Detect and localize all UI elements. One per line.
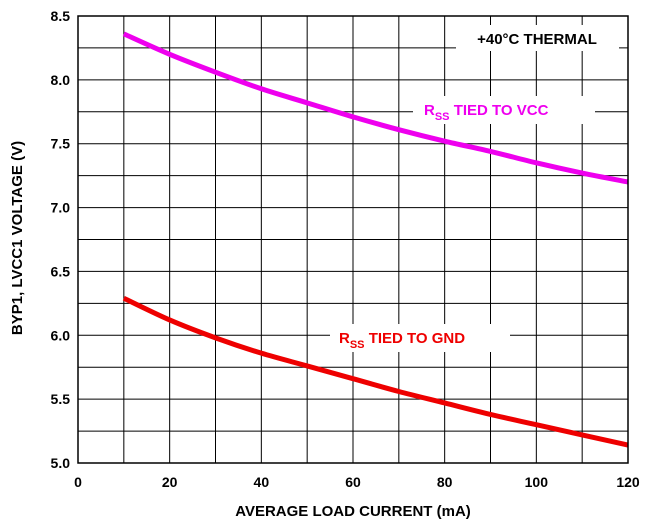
x-tick-label: 80: [437, 474, 453, 490]
annotation-thermal-background: [456, 25, 619, 51]
x-tick-label: 100: [525, 474, 549, 490]
y-axis-label: BYP1, LVCC1 VOLTAGE (V): [9, 141, 26, 335]
annotation-thermal: +40°C THERMAL: [477, 31, 597, 48]
y-tick-label: 5.5: [51, 391, 71, 407]
x-axis-label: AVERAGE LOAD CURRENT (mA): [235, 503, 471, 520]
y-tick-label: 6.5: [51, 263, 71, 279]
y-tick-label: 8.5: [51, 8, 71, 24]
x-tick-label: 60: [345, 474, 361, 490]
x-tick-labels: 0 20 40 60 80 100 120: [74, 474, 640, 490]
series-label-vcc: RSS TIED TO VCC: [424, 102, 549, 123]
x-tick-label: 120: [616, 474, 640, 490]
x-tick-label: 40: [254, 474, 270, 490]
plot-frame: [77, 15, 629, 464]
series-line-vcc: [122, 31, 629, 185]
series-label-gnd: RSS TIED TO GND: [339, 330, 465, 351]
x-tick-label: 20: [162, 474, 178, 490]
series-label-vcc-background: [413, 96, 595, 124]
series-label-gnd-background: [330, 324, 510, 352]
y-tick-label: 8.0: [51, 72, 71, 88]
y-tick-label: 7.5: [51, 136, 71, 152]
x-tick-label: 0: [74, 474, 82, 490]
y-tick-label: 7.0: [51, 200, 71, 216]
y-tick-label: 5.0: [51, 455, 71, 471]
y-tick-label: 6.0: [51, 327, 71, 343]
series-line-gnd: [122, 295, 629, 448]
series-layer: [122, 31, 629, 448]
y-tick-labels: 5.0 5.5 6.0 6.5 7.0 7.5 8.0 8.5: [51, 8, 71, 471]
